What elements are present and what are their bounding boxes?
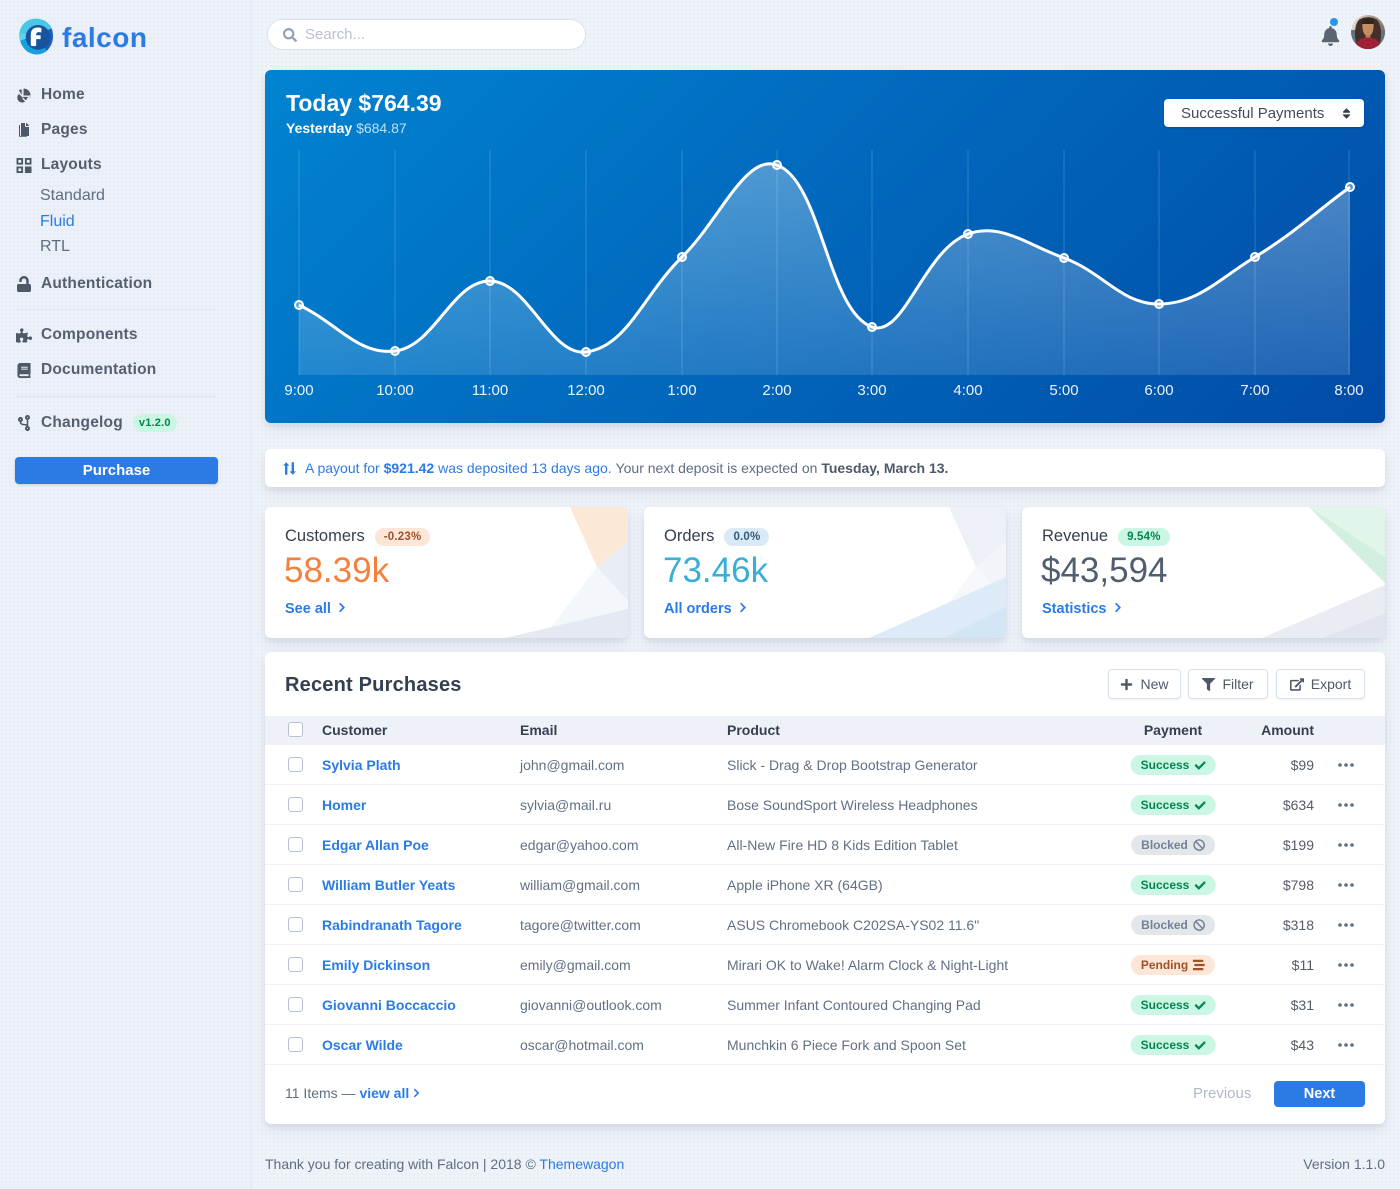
svg-text:10:00: 10:00: [376, 382, 414, 399]
svg-text:12:00: 12:00: [567, 382, 605, 399]
svg-text:9:00: 9:00: [284, 382, 313, 399]
svg-text:2:00: 2:00: [762, 382, 791, 399]
svg-text:6:00: 6:00: [1144, 382, 1173, 399]
svg-text:7:00: 7:00: [1240, 382, 1269, 399]
svg-text:4:00: 4:00: [953, 382, 982, 399]
svg-text:5:00: 5:00: [1049, 382, 1078, 399]
svg-text:8:00: 8:00: [1334, 382, 1363, 399]
svg-text:3:00: 3:00: [857, 382, 886, 399]
svg-text:1:00: 1:00: [667, 382, 696, 399]
svg-text:11:00: 11:00: [472, 382, 508, 399]
